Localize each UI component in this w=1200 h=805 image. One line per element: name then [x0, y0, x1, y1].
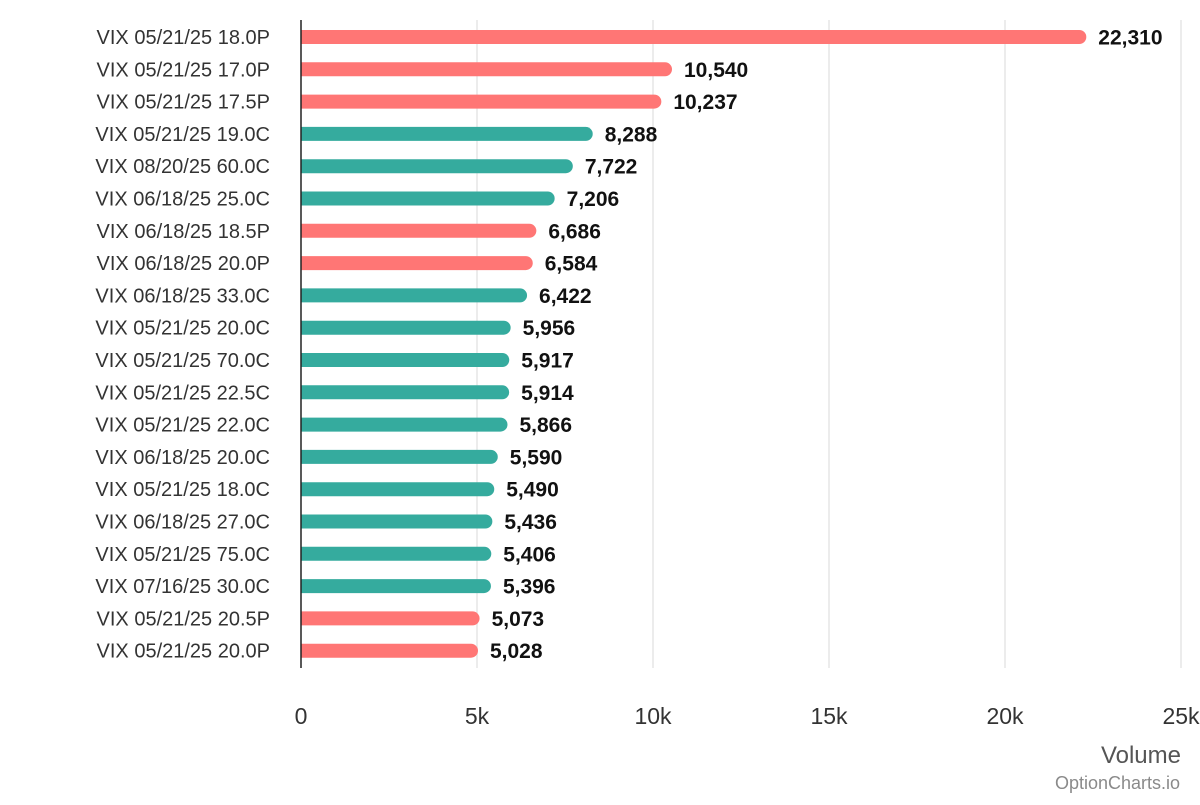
value-label: 7,722 [585, 156, 638, 179]
category-label: VIX 06/18/25 25.0C [95, 189, 270, 211]
bar-put [301, 62, 673, 77]
value-label: 5,914 [521, 382, 574, 405]
category-label: VIX 06/18/25 20.0P [97, 253, 270, 275]
value-label: 10,237 [673, 91, 737, 114]
category-label: VIX 06/18/25 27.0C [95, 512, 270, 534]
value-label: 5,917 [521, 350, 574, 373]
bar-call [301, 449, 498, 464]
bar-call [301, 320, 511, 335]
value-label: 8,288 [605, 123, 658, 146]
value-label: 5,490 [506, 479, 559, 502]
category-label: VIX 05/21/25 20.0C [95, 318, 270, 340]
x-tick-label: 10k [634, 703, 672, 729]
bar-call [301, 482, 495, 497]
x-axis-title: Volume [1101, 742, 1181, 769]
bar-call [301, 353, 510, 367]
bar-call [301, 385, 510, 400]
category-label: VIX 05/21/25 20.0P [97, 641, 270, 663]
category-label: VIX 05/21/25 75.0C [95, 544, 270, 566]
category-label: VIX 05/21/25 70.0C [95, 350, 270, 372]
category-label: VIX 05/21/25 17.0P [97, 59, 270, 81]
x-tick-label: 15k [810, 703, 848, 729]
value-label: 5,028 [490, 640, 543, 663]
bar-call [301, 288, 528, 303]
value-label: 6,686 [548, 220, 601, 243]
value-label: 5,956 [523, 317, 576, 340]
x-tick-label: 20k [986, 703, 1024, 729]
category-label: VIX 06/18/25 33.0C [95, 285, 270, 307]
bar-put [301, 223, 537, 238]
value-label: 5,590 [510, 446, 563, 469]
value-label: 6,422 [539, 285, 592, 308]
value-label: 5,436 [504, 511, 557, 534]
x-tick-label: 25k [1162, 703, 1200, 729]
bar-call [301, 514, 493, 529]
bar-put [301, 256, 533, 271]
label-layer: VIX 05/21/25 18.0P 22,310 VIX 05/21/25 17.… [95, 27, 1162, 664]
bar-put [301, 643, 478, 658]
category-label: VIX 05/21/25 17.5P [97, 92, 270, 114]
bar-put [301, 94, 662, 109]
bar-call [301, 191, 555, 206]
value-label: 22,310 [1098, 27, 1162, 50]
category-label: VIX 06/18/25 20.0C [95, 447, 270, 469]
bar-layer [301, 30, 1087, 658]
value-label: 5,866 [519, 414, 572, 437]
category-label: VIX 05/21/25 20.5P [97, 608, 270, 630]
grid-layer [476, 20, 1182, 668]
bar-call [301, 579, 491, 594]
source-credit: OptionCharts.io [1054, 773, 1180, 793]
category-label: VIX 05/21/25 22.5C [95, 382, 270, 404]
category-label: VIX 05/21/25 18.0C [95, 479, 270, 501]
bar-call [301, 417, 508, 432]
value-label: 5,396 [503, 576, 556, 599]
value-label: 10,540 [684, 59, 748, 82]
category-label: VIX 05/21/25 22.0C [95, 415, 270, 437]
bar-call [301, 126, 593, 141]
value-label: 6,584 [545, 253, 598, 276]
x-axis-ticks: 0 5k 10k 15k 20k 25k [295, 703, 1200, 729]
x-tick-label: 0 [295, 703, 308, 729]
bar-call [301, 159, 573, 174]
bar-put [301, 611, 480, 626]
bar-put [301, 30, 1087, 44]
category-label: VIX 05/21/25 19.0C [95, 124, 270, 146]
value-label: 5,406 [503, 543, 556, 566]
category-label: VIX 07/16/25 30.0C [95, 576, 270, 598]
category-label: VIX 05/21/25 18.0P [97, 27, 270, 49]
bar-call [301, 546, 492, 561]
x-tick-label: 5k [465, 703, 490, 729]
value-label: 5,073 [492, 608, 545, 631]
value-label: 7,206 [567, 188, 620, 211]
category-label: VIX 06/18/25 18.5P [97, 221, 270, 243]
category-label: VIX 08/20/25 60.0C [95, 156, 270, 178]
